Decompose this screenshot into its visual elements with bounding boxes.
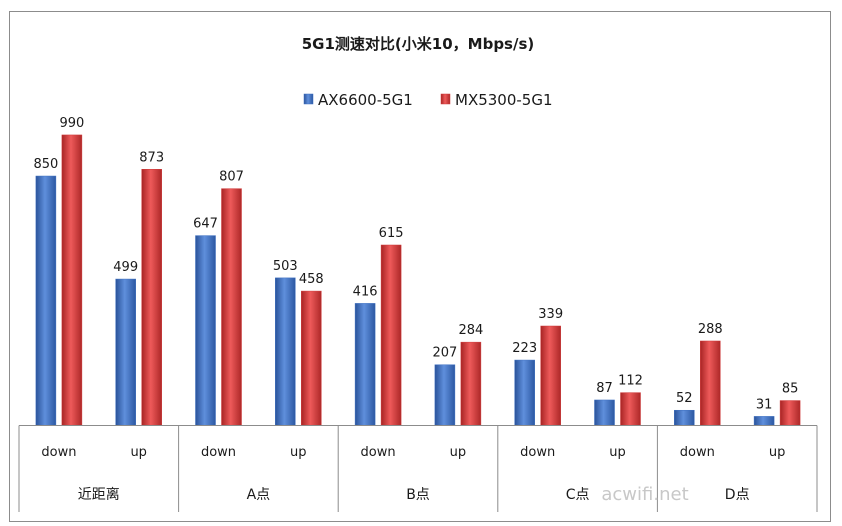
group-label-3: C点 — [566, 487, 590, 503]
category-label-5: up — [450, 445, 467, 460]
legend-swatch-0 — [303, 93, 314, 105]
bar-mx5300-4 — [380, 244, 402, 426]
bar-ax6600-3 — [275, 277, 296, 426]
data-label-s0-1: 499 — [113, 260, 138, 275]
category-label-9: up — [769, 445, 786, 460]
category-label-2: down — [201, 445, 236, 460]
data-label-s1-0: 990 — [59, 116, 84, 131]
bar-mx5300-8 — [700, 340, 721, 426]
legend-swatch-1 — [440, 93, 451, 105]
bar-ax6600-0 — [35, 175, 57, 426]
legend-label-1: MX5300-5G1 — [455, 91, 553, 109]
bar-mx5300-3 — [301, 290, 322, 426]
bar-ax6600-6 — [514, 359, 535, 426]
data-label-s1-4: 615 — [379, 226, 404, 241]
bar-mx5300-7 — [620, 392, 641, 426]
legend-label-0: AX6600-5G1 — [318, 91, 413, 109]
data-label-s1-3: 458 — [299, 272, 324, 287]
data-label-s1-6: 339 — [538, 307, 563, 322]
category-label-7: up — [609, 445, 626, 460]
data-label-s0-2: 647 — [193, 217, 218, 232]
bar-mx5300-6 — [540, 325, 561, 426]
bar-mx5300-0 — [61, 134, 83, 426]
bar-ax6600-8 — [674, 409, 695, 426]
bar-ax6600-1 — [115, 278, 136, 426]
data-label-s0-0: 850 — [33, 157, 58, 172]
bar-ax6600-2 — [195, 235, 216, 426]
category-label-3: up — [290, 445, 307, 460]
data-label-s0-6: 223 — [512, 341, 537, 356]
group-label-2: B点 — [406, 487, 430, 503]
data-label-s1-9: 85 — [782, 382, 799, 397]
data-label-s0-5: 207 — [432, 346, 457, 361]
data-label-s1-5: 284 — [458, 323, 483, 338]
watermark: acwifi.net — [601, 484, 688, 505]
data-label-s1-8: 288 — [698, 322, 723, 337]
bar-ax6600-4 — [354, 303, 376, 426]
bar-ax6600-9 — [753, 416, 775, 426]
bar-mx5300-1 — [141, 169, 162, 426]
bar-mx5300-5 — [460, 341, 482, 426]
category-label-8: down — [680, 445, 715, 460]
group-label-4: D点 — [725, 487, 750, 503]
bar-ax6600-7 — [594, 399, 615, 426]
bar-ax6600-5 — [434, 364, 456, 426]
data-label-s0-8: 52 — [676, 391, 693, 406]
category-axis: down up down up down up down up down up 近距离 A点 B点 C点 D… — [18, 425, 818, 512]
category-label-6: down — [520, 445, 555, 460]
data-label-s0-9: 31 — [756, 397, 773, 412]
bar-mx5300-2 — [221, 188, 242, 426]
legend: AX6600-5G1 MX5300-5G1 — [303, 91, 553, 109]
category-label-4: down — [361, 445, 396, 460]
data-label-s0-4: 416 — [353, 284, 378, 299]
chart-title: 5G1测速对比(小米10，Mbps/s) — [302, 35, 535, 53]
bar-mx5300-9 — [779, 400, 801, 426]
group-label-1: A点 — [247, 487, 271, 503]
category-label-0: down — [41, 445, 76, 460]
category-label-1: up — [130, 445, 147, 460]
data-label-s1-7: 112 — [618, 374, 643, 389]
data-label-s1-2: 807 — [219, 170, 244, 185]
data-label-s1-1: 873 — [139, 150, 164, 165]
group-label-0: 近距离 — [78, 486, 120, 503]
data-label-s0-3: 503 — [273, 259, 298, 274]
data-label-s0-7: 87 — [596, 381, 613, 396]
data-labels-layer: 850 499 647 503 416 207 223 87 52 31 990 873 807 458 6… — [33, 116, 798, 412]
